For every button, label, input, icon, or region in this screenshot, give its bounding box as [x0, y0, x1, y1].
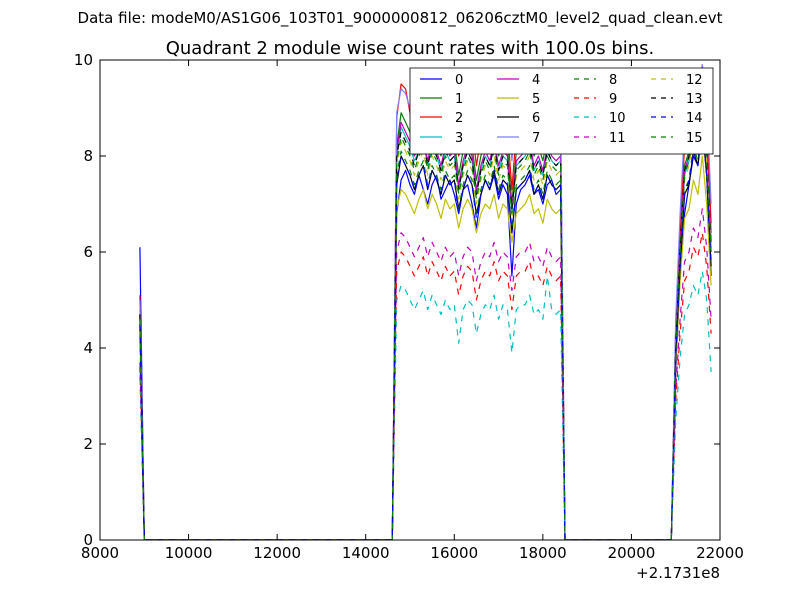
legend-label-14: 14: [686, 111, 703, 126]
legend-label-15: 15: [686, 131, 703, 146]
x-tick-label: 12000: [253, 544, 301, 562]
y-tick-label: 10: [74, 51, 93, 69]
y-tick-label: 0: [83, 531, 93, 549]
legend-label-13: 13: [686, 92, 703, 107]
x-tick-label: 10000: [165, 544, 213, 562]
series-line-15: [139, 102, 712, 540]
plot-frame: [99, 59, 721, 541]
y-tick-label: 8: [83, 147, 93, 165]
legend-label-11: 11: [609, 131, 626, 146]
data-file-suptitle: Data file: modeM0/AS1G06_103T01_90000008…: [78, 9, 723, 28]
x-tick-label: 14000: [342, 544, 390, 562]
legend-label-12: 12: [686, 73, 703, 88]
x-tick-label: 8000: [81, 544, 119, 562]
legend-label-8: 8: [609, 73, 617, 88]
legend-box: [409, 67, 714, 155]
x-tick-label: 18000: [519, 544, 567, 562]
y-tick-label: 2: [83, 435, 93, 453]
series-line-12: [139, 107, 712, 540]
legend-label-0: 0: [455, 73, 463, 88]
y-tick-label: 4: [83, 339, 93, 357]
legend-label-6: 6: [532, 111, 540, 126]
x-tick-label: 20000: [608, 544, 656, 562]
axes: 8000 10000 12000 14000 16000 18000 20000 22000 0…: [74, 51, 744, 562]
legend-label-7: 7: [532, 131, 540, 146]
x-tick-label: 16000: [430, 544, 478, 562]
series-line-14: [139, 126, 712, 540]
chart-title: Quadrant 2 module wise count rates with …: [166, 38, 655, 59]
legend-label-4: 4: [532, 73, 540, 88]
legend-label-9: 9: [609, 92, 617, 107]
series-line-13: [139, 97, 712, 540]
x-offset-label: +2.1731e8: [636, 564, 720, 582]
legend-label-5: 5: [532, 92, 540, 107]
legend-label-3: 3: [455, 131, 463, 146]
x-tick-label: 22000: [696, 544, 744, 562]
legend-label-2: 2: [455, 111, 463, 126]
y-tick-label: 6: [83, 243, 93, 261]
legend-label-10: 10: [609, 111, 626, 126]
legend-label-1: 1: [455, 92, 463, 107]
